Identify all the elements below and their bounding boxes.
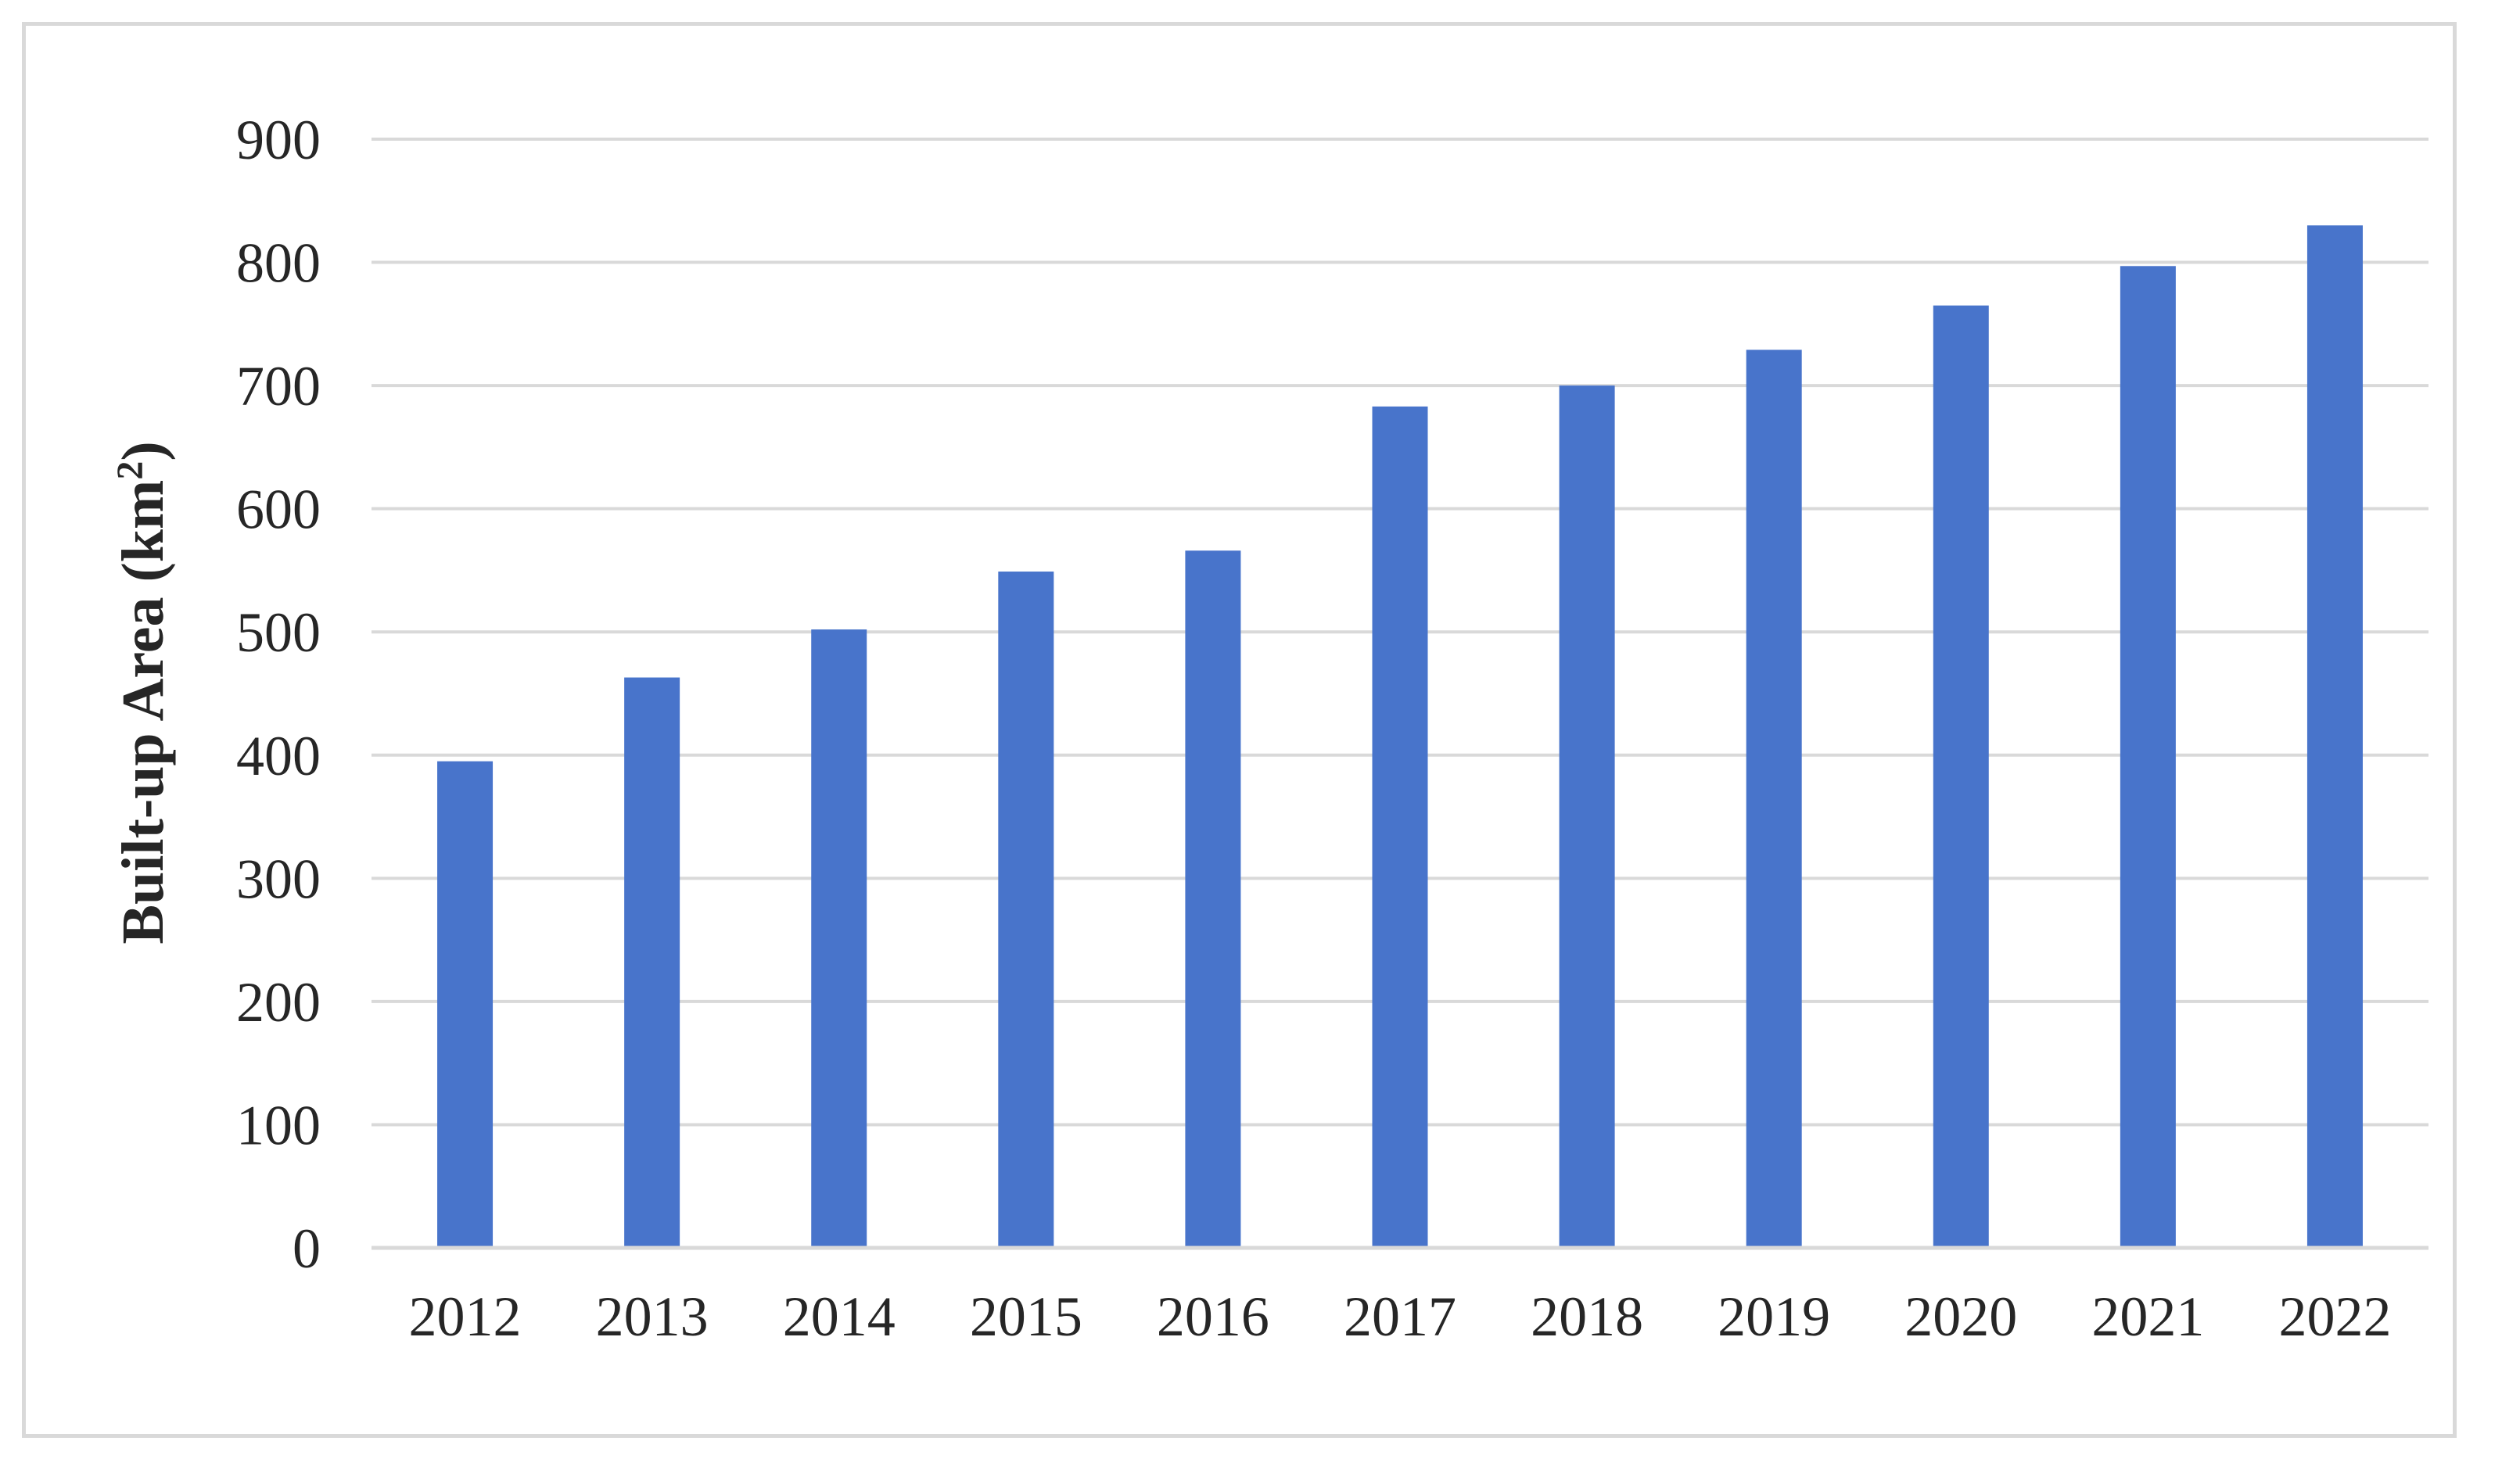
x-tick-label: 2018 xyxy=(1531,1285,1643,1348)
x-tick-label: 2019 xyxy=(1718,1285,1830,1348)
y-tick-label: 0 xyxy=(293,1217,321,1280)
tick-labels: 0 100 200 300 400 500 600 700 800 900 2012 2013 2014… xyxy=(236,109,2391,1348)
y-tick-label: 400 xyxy=(236,725,321,787)
bar-2016 xyxy=(1185,550,1241,1248)
y-axis-title-text: Built-up Area (km xyxy=(110,480,176,944)
bar-2018 xyxy=(1559,385,1615,1249)
x-tick-label: 2021 xyxy=(2091,1285,2204,1348)
bar-2017 xyxy=(1372,406,1428,1249)
x-tick-label: 2014 xyxy=(783,1285,896,1348)
y-tick-label: 500 xyxy=(236,601,321,664)
x-tick-label: 2022 xyxy=(2278,1285,2391,1348)
y-tick-label: 600 xyxy=(236,479,321,541)
y-tick-label: 700 xyxy=(236,355,321,418)
x-tick-label: 2016 xyxy=(1157,1285,1269,1348)
bars xyxy=(437,225,2363,1249)
y-axis-title-close: ) xyxy=(110,441,176,461)
x-tick-label: 2012 xyxy=(409,1285,522,1348)
bar-2014 xyxy=(811,629,867,1248)
y-tick-label: 300 xyxy=(236,848,321,910)
bar-2020 xyxy=(1933,305,1989,1249)
bar-2013 xyxy=(624,677,680,1248)
x-tick-label: 2020 xyxy=(1904,1285,2017,1348)
x-tick-label: 2015 xyxy=(970,1285,1082,1348)
bar-2015 xyxy=(998,572,1054,1248)
y-tick-label: 200 xyxy=(236,971,321,1034)
y-tick-label: 800 xyxy=(236,232,321,295)
x-tick-label: 2013 xyxy=(596,1285,709,1348)
y-tick-label: 100 xyxy=(236,1094,321,1156)
y-tick-label: 900 xyxy=(236,109,321,171)
bar-2021 xyxy=(2120,266,2176,1248)
bar-2019 xyxy=(1746,349,1802,1248)
x-tick-label: 2017 xyxy=(1344,1285,1456,1348)
bar-2012 xyxy=(437,761,494,1248)
bar-2022 xyxy=(2306,225,2363,1249)
y-axis-title-superscript: 2 xyxy=(109,461,151,480)
y-axis-title: Built-up Area (km2) xyxy=(109,441,177,944)
